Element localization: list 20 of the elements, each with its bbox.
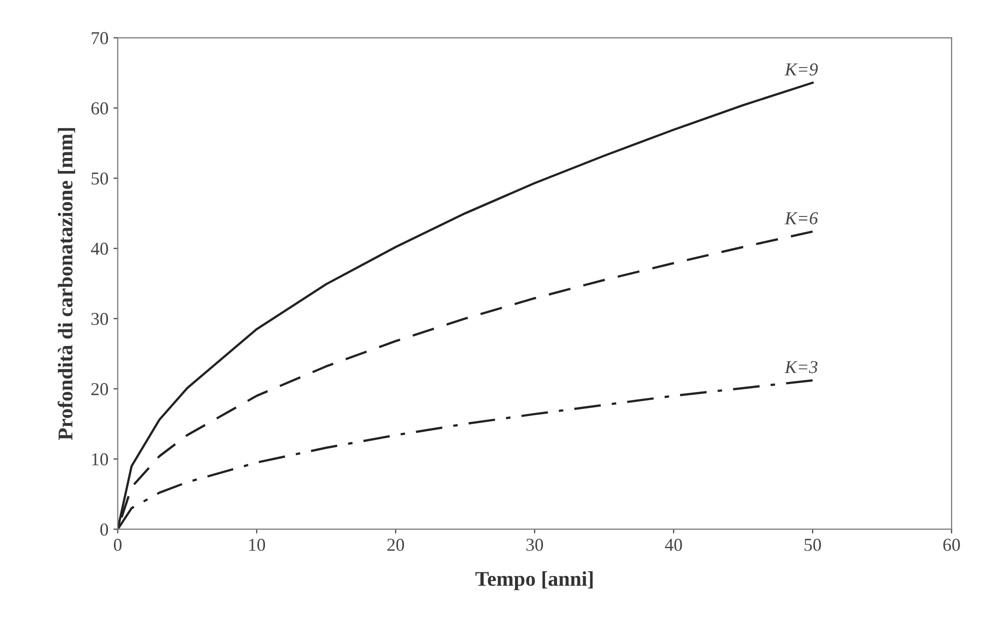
y-tick-label: 10 [92,453,108,466]
x-tick-label: 20 [387,538,404,551]
y-tick-label: 30 [92,312,108,326]
x-tick-label: 50 [804,538,821,551]
y-tick-label: 40 [90,242,108,255]
x-tick-label: 10 [249,538,266,551]
y-tick-label: 50 [92,172,108,185]
y-axis-title: Profondità di carbonatazione [mm] [58,128,76,440]
series-label: K=3 [784,361,818,374]
y-tick-label: 70 [92,32,108,44]
y-tick-label: 20 [91,383,108,396]
y-tick-label: 60 [91,102,108,114]
y-tick-label: 0 [100,523,108,536]
x-tick-label: 0 [114,538,122,551]
series-label: K=9 [784,63,818,76]
x-tick-label: 60 [943,538,960,551]
x-tick-label: 30 [526,538,543,551]
x-tick-label: 40 [664,538,682,551]
series-label: K=6 [784,212,818,224]
x-axis-title: Tempo [anni] [475,571,593,590]
